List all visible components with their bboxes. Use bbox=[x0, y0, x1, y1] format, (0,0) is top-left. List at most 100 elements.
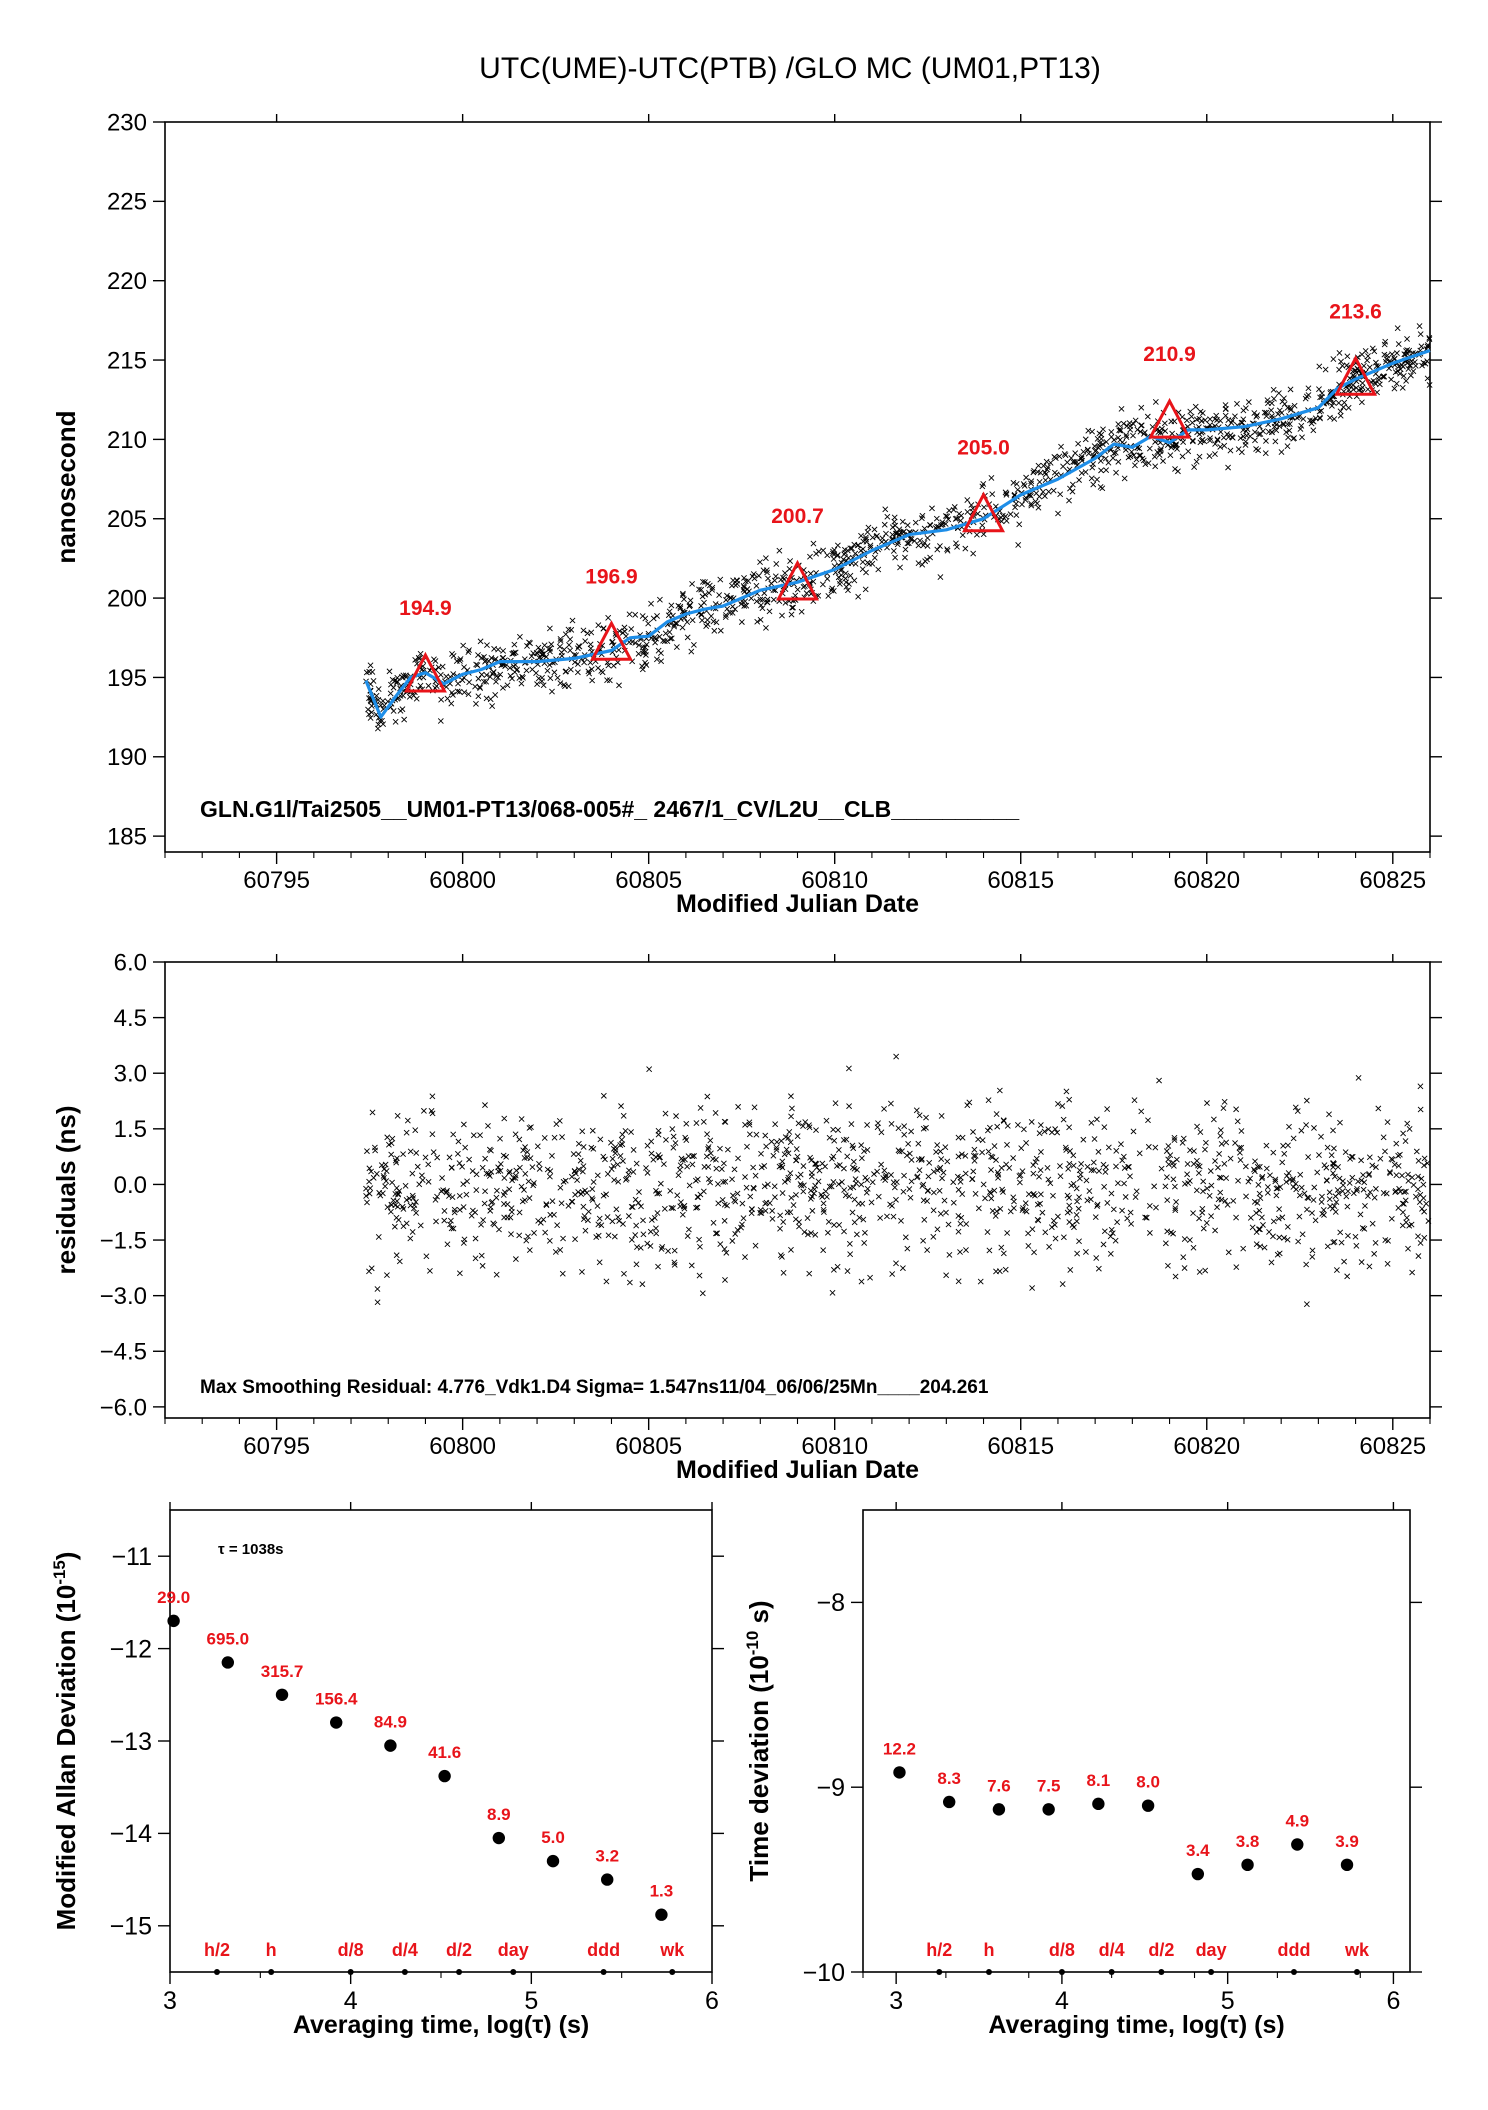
residual-point bbox=[1076, 1167, 1083, 1174]
data-point bbox=[668, 602, 675, 609]
residual-point bbox=[1421, 1162, 1427, 1169]
residual-point bbox=[447, 1217, 454, 1224]
residual-point bbox=[409, 1229, 416, 1235]
data-point bbox=[741, 575, 747, 581]
data-point bbox=[1359, 380, 1366, 386]
data-point bbox=[1002, 513, 1009, 520]
data-point bbox=[1071, 458, 1078, 465]
data-point bbox=[477, 638, 484, 645]
residual-point bbox=[1127, 1173, 1133, 1180]
residual-point bbox=[487, 1204, 494, 1211]
data-point bbox=[956, 510, 963, 517]
residual-point bbox=[705, 1144, 712, 1150]
residual-point bbox=[1373, 1164, 1379, 1171]
residual-point bbox=[996, 1087, 1003, 1094]
residual-point bbox=[820, 1209, 827, 1215]
residual-point bbox=[758, 1150, 764, 1157]
data-point bbox=[1243, 432, 1250, 439]
data-point bbox=[939, 519, 946, 526]
residual-point bbox=[1396, 1185, 1403, 1192]
deviation-value-label: 1.3 bbox=[650, 1882, 674, 1901]
data-point bbox=[790, 604, 797, 611]
residual-point bbox=[957, 1174, 964, 1181]
data-point bbox=[1189, 419, 1196, 426]
data-point bbox=[1380, 373, 1387, 380]
data-point bbox=[437, 718, 444, 724]
data-point bbox=[547, 648, 553, 655]
residual-point bbox=[785, 1174, 792, 1181]
data-point bbox=[478, 671, 485, 678]
data-point bbox=[684, 619, 691, 625]
residual-point bbox=[1182, 1180, 1188, 1187]
residual-point bbox=[815, 1178, 822, 1185]
residual-point bbox=[526, 1125, 533, 1131]
residual-point bbox=[941, 1197, 948, 1204]
data-point bbox=[1056, 453, 1063, 460]
residual-point bbox=[1324, 1144, 1331, 1151]
residual-point bbox=[722, 1119, 729, 1125]
interval-mark bbox=[1058, 1969, 1065, 1975]
deviation-point bbox=[438, 1769, 451, 1783]
y-tick-label: 220 bbox=[107, 268, 147, 295]
data-point bbox=[780, 574, 786, 581]
residual-point bbox=[807, 1195, 814, 1202]
marker-value-label: 213.6 bbox=[1329, 300, 1382, 323]
residual-point bbox=[394, 1203, 401, 1210]
residual-point bbox=[823, 1117, 830, 1124]
residual-point bbox=[647, 1228, 654, 1235]
data-point bbox=[1145, 460, 1152, 467]
residual-point bbox=[761, 1163, 768, 1169]
x-axis-label: Modified Julian Date bbox=[676, 1456, 919, 1484]
data-point bbox=[1372, 359, 1379, 366]
residual-point bbox=[719, 1196, 726, 1203]
residual-point bbox=[580, 1144, 587, 1150]
residual-point bbox=[382, 1183, 389, 1190]
residual-point bbox=[1170, 1176, 1177, 1183]
data-point bbox=[456, 688, 463, 695]
residual-point bbox=[1032, 1192, 1038, 1199]
residual-point bbox=[692, 1177, 699, 1184]
data-point bbox=[1128, 448, 1135, 455]
residual-point bbox=[455, 1138, 462, 1145]
interval-mark-label: d/4 bbox=[1099, 1940, 1125, 1960]
residual-point bbox=[1018, 1145, 1025, 1152]
data-point bbox=[1091, 443, 1098, 450]
residual-point bbox=[662, 1110, 669, 1117]
smoothed-series-line bbox=[364, 348, 1431, 719]
x-tick-label: 4 bbox=[344, 1987, 358, 2015]
data-point bbox=[842, 575, 849, 582]
residual-point bbox=[1409, 1269, 1416, 1276]
data-point bbox=[1138, 404, 1145, 411]
data-point bbox=[580, 627, 587, 634]
data-point bbox=[851, 577, 858, 584]
data-point bbox=[386, 668, 393, 675]
residual-point bbox=[1193, 1187, 1200, 1194]
data-point bbox=[1098, 431, 1105, 438]
data-point bbox=[1013, 481, 1020, 487]
data-point bbox=[899, 518, 906, 525]
residual-point bbox=[984, 1127, 991, 1134]
residual-point bbox=[608, 1139, 614, 1146]
residual-point bbox=[1186, 1237, 1193, 1243]
residual-point bbox=[1337, 1119, 1343, 1126]
residual-point bbox=[660, 1161, 667, 1168]
residual-point bbox=[543, 1202, 550, 1209]
data-point bbox=[461, 689, 468, 696]
deviation-point bbox=[1141, 1799, 1155, 1812]
residual-point bbox=[625, 1171, 632, 1178]
data-point bbox=[431, 656, 437, 663]
residual-point bbox=[1146, 1202, 1153, 1209]
residual-point bbox=[558, 1200, 565, 1207]
residual-point bbox=[536, 1165, 543, 1172]
residual-point bbox=[1223, 1139, 1230, 1146]
y-axis-label-exponent: -15 bbox=[50, 1560, 69, 1584]
residual-point bbox=[693, 1204, 699, 1211]
residual-point bbox=[552, 1249, 559, 1255]
residual-point bbox=[1415, 1233, 1421, 1240]
data-point bbox=[1232, 413, 1238, 420]
residual-point bbox=[1375, 1105, 1382, 1112]
data-point bbox=[642, 644, 649, 651]
residual-point bbox=[831, 1137, 838, 1144]
data-point bbox=[1424, 375, 1431, 382]
data-point bbox=[1062, 452, 1069, 459]
